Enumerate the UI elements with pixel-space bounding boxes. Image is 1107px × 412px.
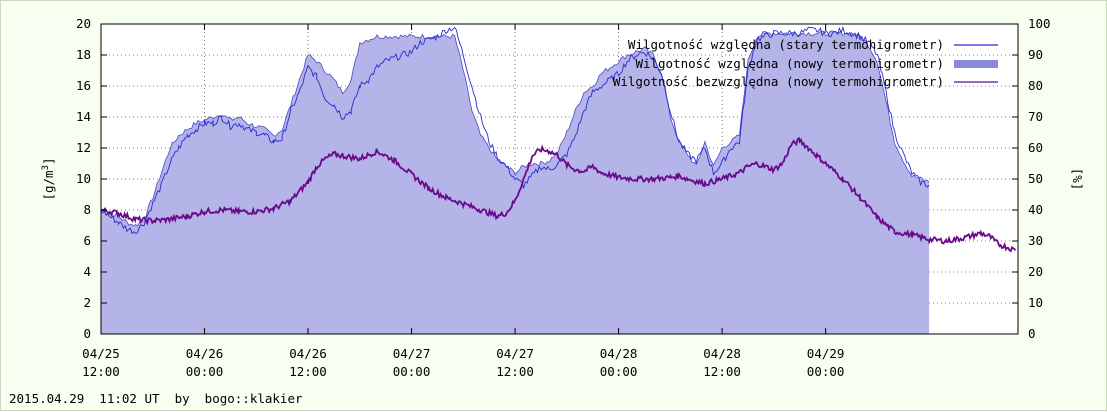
x-tick-label-date: 04/28: [703, 346, 741, 361]
y-tick-label: 18: [76, 47, 91, 62]
y-tick-label: 20: [76, 16, 91, 31]
x-tick-label-time: 00:00: [807, 364, 845, 379]
series-layer: [100, 25, 1017, 335]
y-axis-title-exp: 3: [41, 165, 51, 170]
y2-tick-label: 10: [1028, 295, 1043, 310]
series-line-rh-old: [100, 25, 930, 235]
x-tick-label-time: 00:00: [600, 364, 638, 379]
x-tick-label-time: 12:00: [82, 364, 120, 379]
x-tick-label-date: 04/29: [807, 346, 845, 361]
y2-tick-label: 70: [1028, 109, 1043, 124]
legend-swatch-area: [954, 60, 998, 68]
y2-tick-label: 90: [1028, 47, 1043, 62]
y2-tick-label: 40: [1028, 202, 1043, 217]
x-tick-label-date: 04/27: [393, 346, 431, 361]
y2-tick-label: 20: [1028, 264, 1043, 279]
legend-label: Wilgotność względna (nowy termohigrometr…: [635, 56, 944, 71]
x-tick-label-date: 04/28: [600, 346, 638, 361]
y-tick-label: 14: [76, 109, 91, 124]
y-tick-label: 16: [76, 78, 91, 93]
series-area-rh-new: [101, 30, 930, 335]
y2-tick-label: 50: [1028, 171, 1043, 186]
x-tick-label-time: 00:00: [186, 364, 224, 379]
axes: 0 2 4 6 8 10 12 14 16 18 20 0 10 20 30 40 50 60 70 80 90 100 0…: [76, 16, 1051, 379]
legend-label: Wilgotność bezwzględna (nowy termohigrom…: [613, 74, 944, 89]
y-tick-label: 6: [83, 233, 91, 248]
x-tick-label-date: 04/26: [186, 346, 224, 361]
footer-caption: 2015.04.29 11:02 UT by bogo::klakier: [9, 391, 303, 406]
y-axis-title-base: [g/m: [41, 170, 56, 200]
y2-tick-label: 60: [1028, 140, 1043, 155]
x-tick-label-time: 12:00: [496, 364, 534, 379]
x-tick-label-date: 04/26: [289, 346, 327, 361]
legend-label: Wilgotność względna (stary termohigromet…: [628, 37, 944, 52]
y-tick-label: 2: [83, 295, 91, 310]
y2-tick-label: 0: [1028, 326, 1036, 341]
y-tick-label: 4: [83, 264, 91, 279]
y-axis-title: [g/m3]: [41, 157, 56, 200]
y-tick-label: 8: [83, 202, 91, 217]
x-tick-label-time: 00:00: [393, 364, 431, 379]
y-tick-label: 0: [83, 326, 91, 341]
y-tick-label: 10: [76, 171, 91, 186]
legend: Wilgotność względna (stary termohigromet…: [613, 37, 998, 89]
y-axis-title-close: ]: [41, 157, 56, 165]
series-line-abs: [100, 136, 1017, 253]
x-tick-label-date: 04/27: [496, 346, 534, 361]
x-tick-label-date: 04/25: [82, 346, 120, 361]
x-tick-label-time: 12:00: [703, 364, 741, 379]
y2-tick-label: 30: [1028, 233, 1043, 248]
x-tick-label-time: 12:00: [289, 364, 327, 379]
y-tick-label: 12: [76, 140, 91, 155]
y2-axis-title: [%]: [1070, 168, 1085, 191]
y2-tick-label: 80: [1028, 78, 1043, 93]
y2-tick-label: 100: [1028, 16, 1051, 31]
